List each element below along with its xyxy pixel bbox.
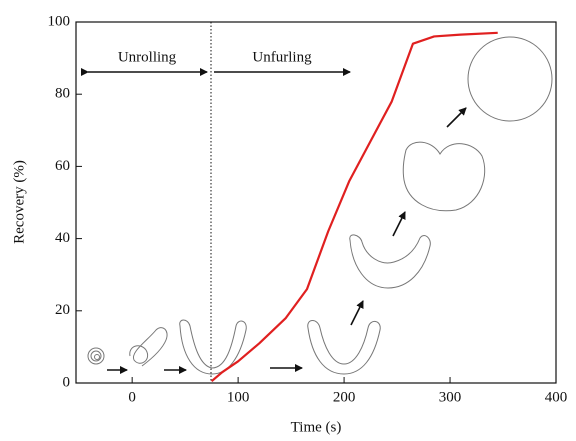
y-tick-label: 0 (63, 374, 71, 390)
x-tick-label: 300 (439, 389, 462, 405)
annotation: Unfurling (252, 49, 312, 65)
y-tick-label: 20 (55, 302, 70, 318)
x-axis-label: Time (s) (291, 419, 342, 435)
y-axis-label: Recovery (%) (11, 160, 27, 244)
annotation: Unrolling (118, 49, 177, 65)
y-tick-label: 100 (48, 13, 71, 29)
plot-frame (75, 21, 557, 384)
y-tick-label: 80 (55, 86, 70, 102)
x-tick-label: 400 (545, 389, 568, 405)
x-tick-label: 0 (128, 389, 136, 405)
y-tick-label: 60 (55, 158, 70, 174)
shape-illustrations (87, 36, 553, 375)
y-tick-label: 40 (55, 230, 70, 246)
data-line (210, 31, 498, 383)
x-tick-label: 100 (227, 389, 250, 405)
x-tick-label: 200 (333, 389, 356, 405)
